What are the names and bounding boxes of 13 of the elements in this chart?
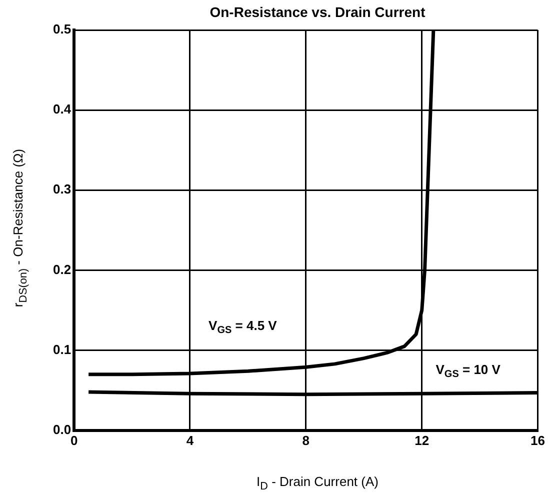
x-tick-label: 8 [302, 432, 310, 448]
x-tick-label: 0 [70, 432, 78, 448]
y-tick-label: 0.2 [52, 262, 72, 277]
x-axis-title: I$_{D}$ - Drain Current (A) [256, 474, 380, 493]
x-tick-label: 4 [186, 432, 194, 448]
y-tick-label: 0.3 [52, 182, 72, 197]
y-tick-label: 0.1 [52, 342, 72, 357]
y-tick-label: 0.5 [52, 22, 72, 37]
y-tick-label: 0.4 [52, 102, 72, 117]
chart-title: On-Resistance vs. Drain Current [208, 4, 426, 20]
x-tick-label: 16 [530, 432, 546, 448]
y-tick-label: 0.0 [52, 422, 72, 437]
x-tick-label: 12 [414, 432, 430, 448]
